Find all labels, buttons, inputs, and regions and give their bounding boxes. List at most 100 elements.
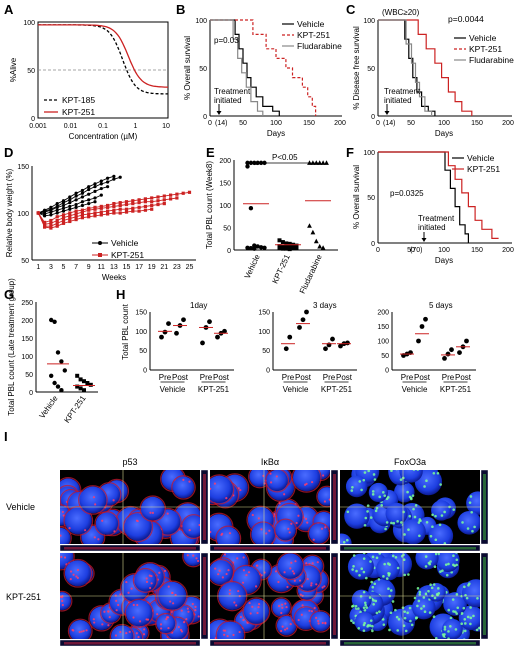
micro-signal <box>245 573 248 577</box>
panel-h-point <box>222 328 227 334</box>
micro-signal <box>117 603 120 607</box>
micro-signal <box>69 570 73 573</box>
panel-d-point <box>137 205 141 209</box>
micro-signal <box>372 602 375 606</box>
micro-membrane <box>132 567 158 593</box>
micro-signal <box>382 491 385 494</box>
panel-a-ylabel: %Alive <box>9 57 18 82</box>
micro-signal <box>445 573 449 577</box>
micro-signal <box>194 609 197 612</box>
micro-signal <box>427 561 431 565</box>
panel-d-point <box>137 201 141 205</box>
panel-b-ytick-100: 100 <box>195 18 207 25</box>
micro-signal <box>378 495 382 499</box>
panel-e-point <box>248 246 254 251</box>
micro-signal <box>345 538 349 542</box>
panel-c-series-fludarabine <box>378 19 433 116</box>
panel-c-xlabel: Days <box>435 129 453 138</box>
panel-e-point <box>248 160 254 166</box>
panel-g-ytick-50: 50 <box>25 372 33 379</box>
panel-e-point <box>262 245 267 250</box>
micro-signal <box>425 520 429 524</box>
micro-signal <box>138 620 142 623</box>
micro-signal <box>324 526 327 529</box>
panel-d-point <box>68 201 72 205</box>
panel-label-g: G <box>4 287 14 302</box>
micro-signal <box>312 538 315 541</box>
panel-c-xtick-4: 200 <box>502 120 514 127</box>
panel-d-point <box>61 209 66 213</box>
panel-d-xtick-25: 25 <box>186 264 194 271</box>
micro-signal <box>432 615 436 619</box>
panel-h-chart: Total PBL count 1day 3 days 5 days 0 50 10… <box>121 301 476 394</box>
panel-d-xtick-13: 13 <box>110 264 118 271</box>
micro-signal <box>299 593 302 596</box>
micro-nucleus <box>399 470 423 483</box>
micro-signal <box>408 514 412 518</box>
micro-membrane <box>181 514 200 540</box>
panel-g-point <box>49 373 54 378</box>
panel-d-point <box>118 175 122 179</box>
micro-signal <box>388 628 391 632</box>
panel-c-xtick-0: 0 <box>376 120 380 127</box>
panel-d-point <box>49 210 53 214</box>
panel-a-xtick-1: 0.01 <box>64 123 78 130</box>
panel-d-point <box>87 206 91 210</box>
micro-signal <box>380 504 383 507</box>
micro-signal <box>300 585 304 588</box>
micro-signal <box>443 542 447 544</box>
panel-e-point <box>245 164 250 169</box>
panel-c-xtick-2: 100 <box>438 120 450 127</box>
micro-nucleus <box>140 496 165 521</box>
micro-signal <box>452 610 455 613</box>
panel-h-point <box>166 321 171 326</box>
micro-signal <box>411 494 415 497</box>
panel-h-cat-post: Post <box>213 373 230 382</box>
micro-signal <box>315 616 318 619</box>
micro-signal <box>256 564 259 567</box>
panel-h-ytick: 100 <box>135 329 147 336</box>
micro-signal <box>196 559 200 563</box>
panel-h-point <box>457 350 462 355</box>
panel-b-xtick-0: 0 <box>208 120 212 127</box>
panel-d-point <box>87 215 91 219</box>
micro-signal <box>55 540 57 542</box>
micro-signal <box>283 571 286 574</box>
panel-d-legend-vehicle: Vehicle <box>111 238 139 248</box>
micro-signal <box>217 573 220 576</box>
micro-signal <box>146 618 150 621</box>
panel-d-point <box>99 179 103 183</box>
micro-signal <box>167 626 170 630</box>
micro-signal <box>306 521 309 524</box>
micro-signal <box>434 538 438 542</box>
micro-signal <box>358 480 362 483</box>
panel-e-point <box>310 229 316 235</box>
micro-signal <box>69 578 72 581</box>
micro-signal <box>159 623 163 626</box>
micro-signal <box>260 528 263 531</box>
micro-nucleus <box>134 569 157 592</box>
micro-signal <box>308 609 311 612</box>
micro-signal <box>297 514 300 517</box>
micro-image-vehicle-p53 <box>55 470 200 544</box>
micro-signal <box>462 606 466 610</box>
panel-d-xlabel: Weeks <box>102 273 126 282</box>
micro-signal <box>437 587 440 590</box>
panel-d-point <box>87 192 91 196</box>
panel-c-pvalue: p=0.0044 <box>448 14 484 24</box>
panel-h-point <box>416 338 421 344</box>
micro-signal <box>301 604 304 607</box>
micro-nucleus <box>376 556 400 581</box>
micro-nucleus <box>69 620 92 639</box>
panel-d-point <box>106 212 110 216</box>
micro-signal <box>373 464 376 467</box>
panel-d-point <box>181 191 185 195</box>
panel-a-ytick-50: 50 <box>27 68 35 75</box>
panel-c-annot-day: (14) <box>383 120 395 127</box>
micro-signal <box>310 610 314 613</box>
panel-h-point <box>464 338 469 344</box>
panel-d-point <box>49 221 53 225</box>
micro-signal <box>470 510 473 514</box>
panel-d-ytick-50: 50 <box>21 258 29 265</box>
micro-signal <box>425 479 428 483</box>
